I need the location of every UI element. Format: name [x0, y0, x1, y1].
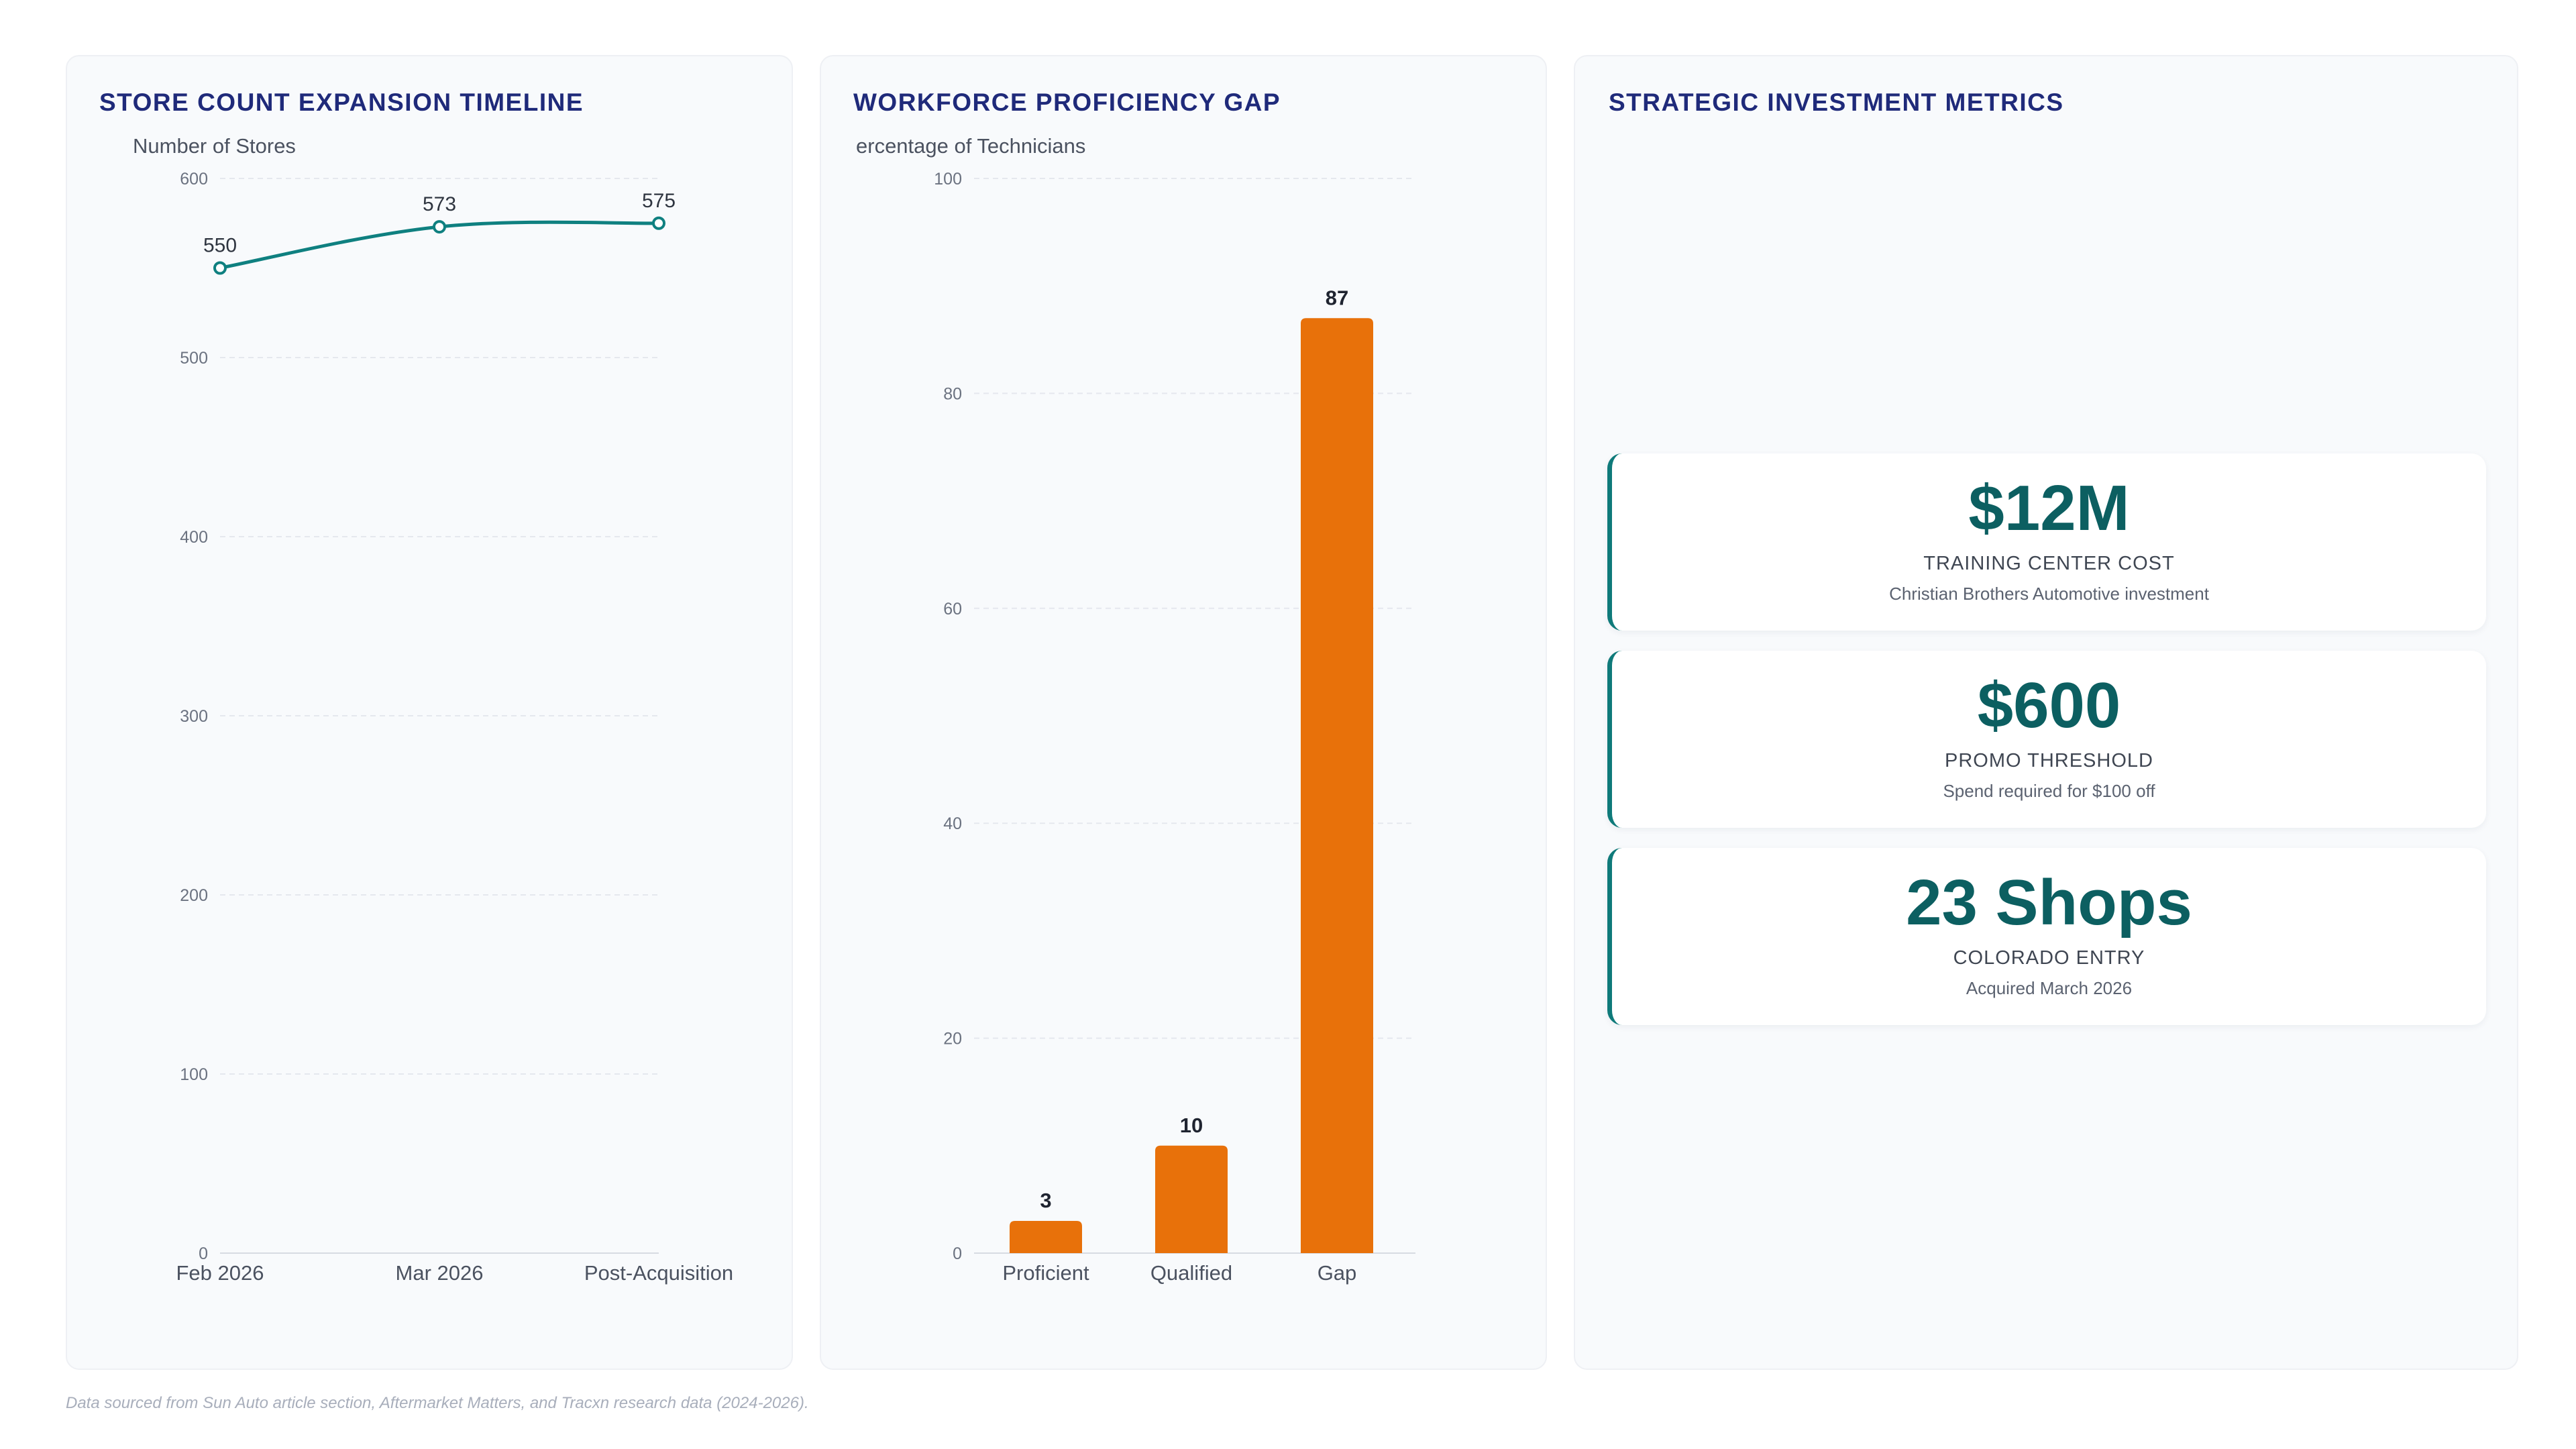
y-tick-label: 100 — [934, 170, 962, 189]
y-tick-label: 600 — [180, 170, 208, 189]
y-tick-label: 20 — [943, 1030, 962, 1049]
y-tick-label: 400 — [180, 528, 208, 547]
data-source-note: Data sourced from Sun Auto article secti… — [66, 1394, 809, 1412]
data-point — [213, 261, 227, 275]
y-tick-label: 100 — [180, 1065, 208, 1084]
data-label: 3 — [1040, 1189, 1051, 1212]
bar-qualified — [1155, 1145, 1228, 1253]
x-tick-label: Post-Acquisition — [584, 1261, 733, 1285]
x-tick-label: Gap — [1318, 1261, 1357, 1285]
metric-value: $12M — [1968, 472, 2130, 544]
data-point — [433, 220, 446, 234]
investment-metrics-title: STRATEGIC INVESTMENT METRICS — [1609, 89, 2064, 116]
y-tick-label: 60 — [943, 600, 962, 619]
metric-value: $600 — [1977, 669, 2121, 741]
store-count-panel: STORE COUNT EXPANSION TIMELINE Number of… — [66, 55, 793, 1370]
metric-description: Spend required for $100 off — [1943, 781, 2155, 801]
data-label: 575 — [642, 190, 676, 212]
data-label: 10 — [1180, 1114, 1203, 1137]
data-label: 550 — [203, 235, 237, 257]
y-tick-label: 0 — [199, 1244, 208, 1263]
x-tick-label: Qualified — [1150, 1261, 1232, 1285]
data-label: 573 — [423, 193, 456, 215]
x-tick-label: Proficient — [1002, 1261, 1089, 1285]
metric-label: PROMO THRESHOLD — [1945, 750, 2153, 771]
metric-card-colorado-entry: 23 Shops COLORADO ENTRY Acquired March 2… — [1607, 848, 2486, 1025]
x-tick-label: Mar 2026 — [396, 1261, 484, 1285]
metric-card-promo-threshold: $600 PROMO THRESHOLD Spend required for … — [1607, 651, 2486, 828]
y-tick-label: 80 — [943, 384, 962, 403]
metric-label: COLORADO ENTRY — [1953, 947, 2145, 969]
y-tick-label: 0 — [953, 1244, 962, 1263]
metric-description: Acquired March 2026 — [1966, 978, 2133, 998]
x-tick-label: Feb 2026 — [176, 1261, 264, 1285]
workforce-gap-title: WORKFORCE PROFICIENCY GAP — [853, 89, 1281, 116]
y-axis-label: ercentage of Technicians — [856, 134, 1085, 158]
metric-value: 23 Shops — [1906, 867, 2192, 938]
workforce-gap-panel: WORKFORCE PROFICIENCY GAP ercentage of T… — [820, 55, 1547, 1370]
bar-gap — [1301, 318, 1373, 1253]
store-count-title: STORE COUNT EXPANSION TIMELINE — [99, 89, 584, 116]
metric-label: TRAINING CENTER COST — [1923, 553, 2175, 574]
y-tick-label: 500 — [180, 349, 208, 368]
workforce-gap-bar-chart: ercentage of Technicians 0 20 40 60 80 100 3 Pro… — [856, 134, 1415, 1285]
metric-description: Christian Brothers Automotive investment — [1889, 584, 2209, 604]
data-point — [652, 216, 665, 230]
y-tick-label: 40 — [943, 814, 962, 833]
y-axis-label: Number of Stores — [133, 134, 296, 158]
y-tick-label: 200 — [180, 886, 208, 905]
data-label: 87 — [1326, 286, 1348, 309]
investment-metrics-panel: STRATEGIC INVESTMENT METRICS $12M TRAINI… — [1574, 55, 2518, 1370]
bar-proficient — [1010, 1220, 1082, 1253]
store-count-line-chart: Number of Stores 0 100 200 300 400 500 600 Feb 2… — [133, 134, 733, 1285]
metric-card-training-center: $12M TRAINING CENTER COST Christian Brot… — [1607, 453, 2486, 631]
y-tick-label: 300 — [180, 707, 208, 726]
